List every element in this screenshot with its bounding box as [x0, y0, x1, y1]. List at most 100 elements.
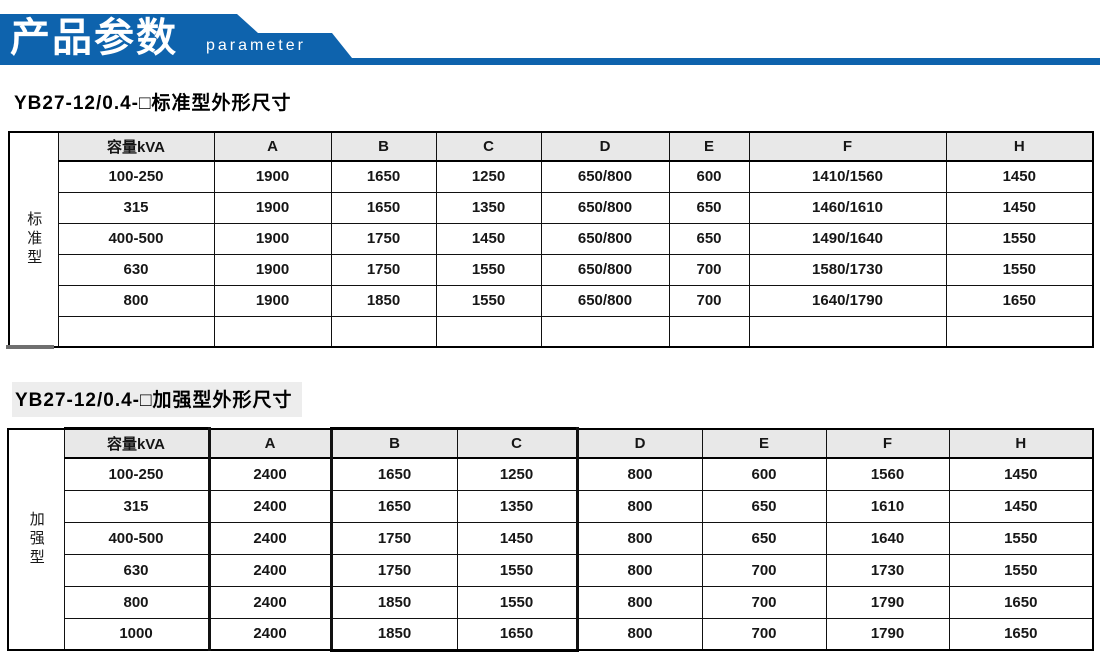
table-cell: 800 — [576, 585, 703, 619]
table-cell: 650/800 — [540, 160, 670, 193]
column-header-E: E — [668, 131, 750, 162]
table-cell: 2400 — [208, 585, 332, 619]
table-cell: 800 — [57, 284, 215, 317]
table-cell: 2400 — [208, 457, 332, 491]
table-cell: 1000 — [63, 617, 211, 651]
table-cell: 1550 — [948, 521, 1094, 555]
column-header-D: D — [540, 131, 670, 162]
table-row: 800 2400 1850 1550 800 700 1790 1650 — [8, 585, 1094, 619]
table-cell: 1450 — [456, 521, 579, 555]
table-cell: 700 — [701, 585, 827, 619]
table-cell: 2400 — [208, 521, 332, 555]
table-cell: 1900 — [213, 191, 332, 224]
column-header-A: A — [213, 131, 332, 162]
column-header-B: B — [329, 427, 458, 459]
table-row: 315 1900 1650 1350 650/800 650 1460/1610 1450 — [9, 191, 1094, 224]
table-cell: 100-250 — [57, 160, 215, 193]
table-cell: 650/800 — [540, 191, 670, 224]
table-cell: 650 — [701, 489, 827, 523]
table-cell: 1730 — [825, 553, 950, 587]
table-cell: 1750 — [330, 253, 437, 286]
table-cell: 1350 — [435, 191, 542, 224]
table-cell: 1250 — [435, 160, 542, 193]
table-cell: 1560 — [825, 457, 950, 491]
table-cell — [540, 315, 670, 348]
column-header-kVA: 容量kVA — [63, 427, 211, 459]
table-cell — [330, 315, 437, 348]
table-row: 630 1900 1750 1550 650/800 700 1580/1730 1550 — [9, 253, 1094, 286]
table-cell: 100-250 — [63, 457, 211, 491]
column-header-kVA: 容量kVA — [57, 131, 215, 162]
table-cell: 1650 — [329, 489, 458, 523]
table1-bottom-mark — [6, 345, 54, 349]
table-cell: 400-500 — [63, 521, 211, 555]
table-cell: 1550 — [456, 585, 579, 619]
table-cell: 650/800 — [540, 253, 670, 286]
table-cell: 1610 — [825, 489, 950, 523]
table-row: 100-250 2400 1650 1250 800 600 1560 1450 — [8, 457, 1094, 491]
table-cell: 1250 — [456, 457, 579, 491]
table-cell — [945, 315, 1094, 348]
section1-title: YB27-12/0.4-□标准型外形尺寸 — [14, 93, 292, 114]
table-cell: 1450 — [945, 160, 1094, 193]
table-cell: 1550 — [435, 253, 542, 286]
table-cell: 800 — [576, 457, 703, 491]
table-cell: 800 — [576, 489, 703, 523]
table-cell: 1850 — [329, 585, 458, 619]
table-cell: 650/800 — [540, 222, 670, 255]
row-group-label: 加强型 — [7, 428, 65, 651]
section2-title: YB27-12/0.4-□加强型外形尺寸 — [12, 382, 303, 417]
table-cell: 2400 — [208, 617, 332, 651]
table-cell: 700 — [668, 284, 750, 317]
column-header-C: C — [435, 131, 542, 162]
table-cell: 1650 — [329, 457, 458, 491]
column-header-H: H — [948, 428, 1094, 459]
table-cell: 1640 — [825, 521, 950, 555]
banner-shape — [0, 14, 1100, 65]
table-row: 400-500 2400 1750 1450 800 650 1640 1550 — [8, 521, 1094, 555]
table-cell: 630 — [57, 253, 215, 286]
table-cell: 700 — [668, 253, 750, 286]
table-cell: 800 — [63, 585, 211, 619]
table-cell — [57, 315, 215, 348]
banner-ribbon — [0, 14, 1100, 65]
table-cell: 1790 — [825, 617, 950, 651]
table-cell: 1650 — [948, 585, 1094, 619]
table-row: 400-500 1900 1750 1450 650/800 650 1490/1640 15… — [9, 222, 1094, 255]
table-cell: 800 — [576, 521, 703, 555]
table-cell: 1580/1730 — [748, 253, 947, 286]
table-row: 100-250 1900 1650 1250 650/800 600 1410/1560 14… — [9, 160, 1094, 193]
table-cell: 1550 — [435, 284, 542, 317]
table-cell: 600 — [701, 457, 827, 491]
column-header-B: B — [330, 131, 437, 162]
page-title: 产品参数 — [10, 16, 178, 60]
table-cell: 315 — [63, 489, 211, 523]
table-cell: 1550 — [945, 222, 1094, 255]
table-cell: 600 — [668, 160, 750, 193]
table-cell: 650/800 — [540, 284, 670, 317]
row-group-label: 标准型 — [8, 131, 59, 348]
table-cell: 1900 — [213, 160, 332, 193]
table-cell: 1900 — [213, 253, 332, 286]
column-header-D: D — [576, 428, 703, 459]
table-cell — [435, 315, 542, 348]
table-cell: 2400 — [208, 553, 332, 587]
table-cell: 1640/1790 — [748, 284, 947, 317]
table-cell: 1650 — [945, 284, 1094, 317]
table-cell: 650 — [668, 222, 750, 255]
table-cell: 1750 — [329, 521, 458, 555]
table-row: 800 1900 1850 1550 650/800 700 1640/1790 1650 — [9, 284, 1094, 317]
standard-dimensions-table: 标准型 容量kVA A B C D E F H 100-250 1900 1650 1250 650/80… — [8, 131, 1094, 348]
table-cell: 1450 — [948, 457, 1094, 491]
table-cell: 1450 — [948, 489, 1094, 523]
table-cell: 800 — [576, 617, 703, 651]
table-cell: 1750 — [330, 222, 437, 255]
table-cell: 1650 — [456, 617, 579, 652]
table-cell: 2400 — [208, 489, 332, 523]
column-header-C: C — [456, 427, 579, 459]
table-row: 630 2400 1750 1550 800 700 1730 1550 — [8, 553, 1094, 587]
table-cell: 1450 — [945, 191, 1094, 224]
column-header-A: A — [208, 428, 332, 459]
column-header-F: F — [825, 428, 950, 459]
